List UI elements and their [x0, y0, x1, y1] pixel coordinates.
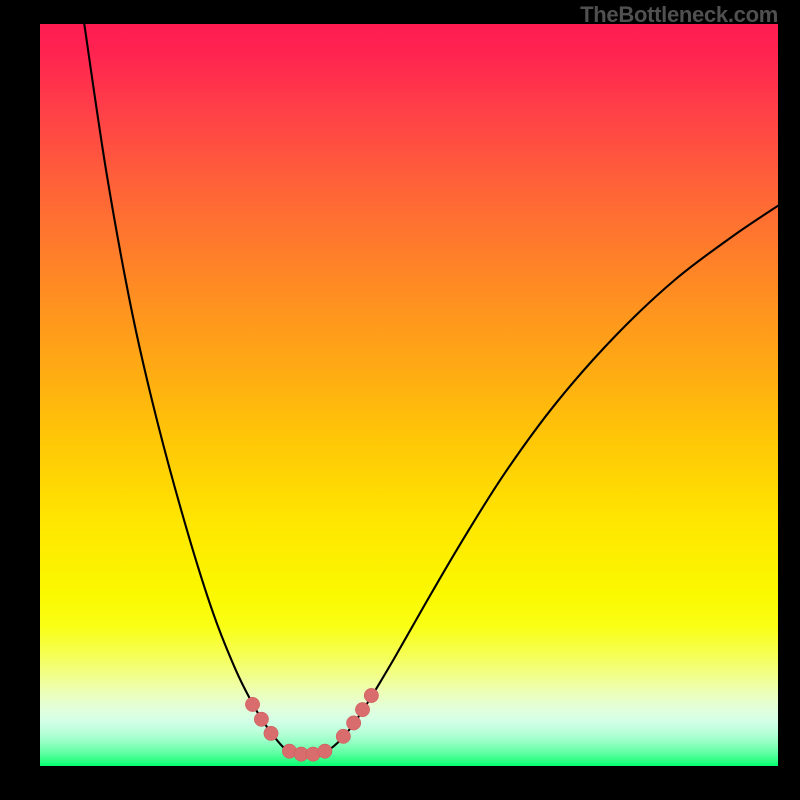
watermark-text: TheBottleneck.com — [580, 2, 778, 28]
marker-point — [336, 729, 350, 743]
marker-point — [318, 744, 332, 758]
marker-point — [264, 726, 278, 740]
marker-point — [346, 716, 360, 730]
marker-point — [245, 697, 259, 711]
chart-svg — [40, 24, 778, 766]
marker-point — [254, 712, 268, 726]
marker-point — [364, 688, 378, 702]
chart-frame: TheBottleneck.com — [0, 0, 800, 800]
marker-point — [355, 702, 369, 716]
plot-area — [40, 24, 778, 766]
